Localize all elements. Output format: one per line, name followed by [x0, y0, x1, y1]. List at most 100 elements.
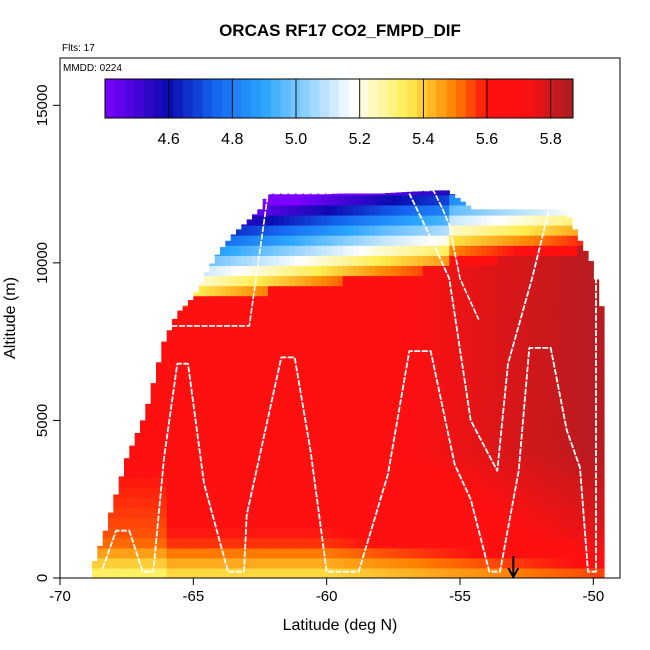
heatmap-cell	[326, 275, 333, 287]
heatmap-cell	[577, 396, 584, 408]
heatmap-cell	[305, 567, 312, 578]
colorbar-tick-label: 5.6	[476, 131, 498, 148]
heatmap-cell	[465, 205, 472, 216]
heatmap-cell	[465, 386, 472, 398]
heatmap-cell	[598, 346, 605, 357]
heatmap-cell	[524, 567, 530, 578]
heatmap-cell	[593, 376, 600, 387]
heatmap-cell	[337, 255, 344, 266]
heatmap-cell	[369, 396, 376, 408]
heatmap-cell	[177, 406, 184, 418]
heatmap-cell	[300, 214, 306, 226]
heatmap-cell	[422, 567, 429, 578]
heatmap-cell	[540, 376, 546, 387]
heatmap-cell	[486, 275, 493, 287]
heatmap-cell	[540, 426, 546, 438]
heatmap-cell	[342, 436, 349, 448]
heatmap-cell	[561, 487, 568, 498]
heatmap-cell	[534, 487, 541, 498]
heatmap-cell	[358, 255, 365, 266]
heatmap-cell	[358, 214, 365, 226]
heatmap-cell	[337, 426, 344, 438]
colorbar-swatch	[290, 79, 301, 118]
heatmap-cell	[374, 346, 381, 357]
heatmap-cell	[342, 305, 349, 317]
heatmap-cell	[294, 214, 301, 226]
heatmap-cell	[470, 436, 477, 448]
heatmap-cell	[550, 446, 557, 458]
heatmap-cell	[268, 346, 274, 357]
heatmap-cell	[572, 275, 578, 287]
heatmap-cell	[513, 346, 520, 357]
heatmap-cell	[284, 567, 290, 578]
heatmap-cell	[401, 537, 408, 549]
heatmap-cell	[444, 285, 450, 297]
heatmap-cell	[438, 356, 445, 367]
heatmap-cell	[225, 446, 232, 458]
heatmap-cell	[486, 517, 493, 529]
heatmap-cell	[428, 376, 434, 387]
heatmap-cell	[316, 467, 322, 478]
heatmap-cell	[406, 477, 413, 488]
heatmap-cell	[305, 537, 312, 549]
heatmap-cell	[412, 406, 418, 418]
heatmap-cell	[550, 315, 557, 327]
heatmap-cell	[470, 255, 477, 266]
heatmap-cell	[156, 467, 162, 478]
heatmap-cell	[305, 527, 312, 539]
heatmap-cell	[385, 285, 392, 297]
heatmap-cell	[406, 336, 413, 347]
heatmap-cell	[454, 527, 461, 539]
heatmap-cell	[220, 527, 226, 539]
heatmap-cell	[294, 265, 301, 277]
heatmap-cell	[305, 557, 312, 569]
heatmap-cell	[252, 366, 258, 377]
colorbar-swatch	[222, 79, 233, 118]
heatmap-cell	[182, 305, 189, 307]
heatmap-cell	[321, 396, 328, 408]
heatmap-cell	[300, 527, 306, 539]
heatmap-cell	[230, 487, 237, 498]
heatmap-cell	[460, 305, 466, 317]
heatmap-cell	[406, 285, 413, 297]
heatmap-cell	[300, 487, 306, 498]
heatmap-cell	[337, 356, 344, 367]
heatmap-cell	[278, 507, 285, 519]
heatmap-cell	[353, 265, 360, 277]
heatmap-cell	[273, 295, 280, 307]
heatmap-cell	[316, 193, 322, 196]
heatmap-cell	[497, 245, 504, 256]
heatmap-cell	[268, 567, 274, 578]
heatmap-cell	[396, 204, 402, 216]
heatmap-cell	[380, 305, 386, 317]
heatmap-cell	[422, 527, 429, 539]
heatmap-cell	[518, 366, 525, 377]
heatmap-cell	[209, 406, 216, 418]
heatmap-cell	[326, 325, 333, 337]
heatmap-cell	[332, 366, 338, 377]
heatmap-cell	[454, 436, 461, 448]
heatmap-cell	[220, 457, 226, 468]
heatmap-cell	[321, 446, 328, 458]
heatmap-cell	[502, 457, 509, 468]
heatmap-cell	[214, 325, 221, 337]
heatmap-cell	[438, 497, 445, 508]
heatmap-cell	[422, 547, 429, 559]
heatmap-cell	[577, 376, 584, 387]
heatmap-cell	[246, 467, 253, 478]
heatmap-cell	[193, 487, 200, 498]
heatmap-cell	[449, 537, 456, 549]
heatmap-cell	[380, 497, 386, 508]
heatmap-cell	[481, 225, 488, 236]
heatmap-cell	[348, 255, 354, 266]
heatmap-cell	[438, 507, 445, 519]
heatmap-cell	[316, 487, 322, 498]
heatmap-cell	[225, 245, 232, 256]
heatmap-cell	[444, 446, 450, 458]
heatmap-cell	[268, 194, 274, 206]
heatmap-cell	[513, 214, 520, 226]
heatmap-cell	[401, 325, 408, 337]
heatmap-cell	[236, 467, 242, 478]
heatmap-cell	[321, 193, 328, 196]
heatmap-cell	[390, 426, 397, 438]
